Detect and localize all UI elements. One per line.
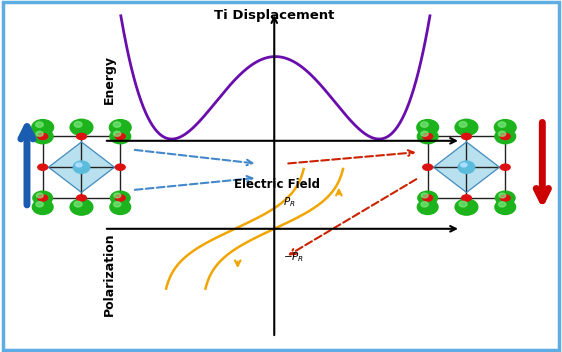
Circle shape [461,195,472,201]
Ellipse shape [33,129,53,144]
Ellipse shape [36,131,43,136]
Ellipse shape [111,191,130,205]
Ellipse shape [421,202,428,207]
Ellipse shape [32,120,53,135]
Circle shape [38,164,48,170]
Circle shape [423,195,433,201]
Circle shape [115,133,125,139]
Polygon shape [433,142,500,193]
Ellipse shape [114,193,121,198]
Circle shape [423,133,433,139]
Ellipse shape [33,200,53,214]
Ellipse shape [455,199,478,215]
Circle shape [500,164,510,170]
Ellipse shape [114,202,121,207]
Ellipse shape [459,122,467,127]
Polygon shape [48,142,115,193]
Ellipse shape [113,122,121,127]
Ellipse shape [110,120,131,135]
Ellipse shape [455,119,478,136]
Ellipse shape [458,161,475,173]
Ellipse shape [498,202,506,207]
Ellipse shape [73,161,90,173]
Ellipse shape [498,122,506,127]
Ellipse shape [495,120,516,135]
Ellipse shape [70,199,93,215]
Ellipse shape [74,122,82,127]
Ellipse shape [110,129,130,144]
Text: Polarization: Polarization [103,233,116,316]
Text: Energy: Energy [103,55,116,104]
Ellipse shape [418,191,437,205]
Ellipse shape [418,200,438,214]
Ellipse shape [110,200,130,214]
Circle shape [115,195,125,201]
Ellipse shape [33,191,52,205]
Ellipse shape [495,129,515,144]
Ellipse shape [37,193,43,198]
Ellipse shape [114,131,121,136]
Ellipse shape [70,119,93,136]
Text: Electric Field: Electric Field [234,178,320,191]
Ellipse shape [420,122,428,127]
Ellipse shape [498,131,506,136]
Ellipse shape [76,163,82,167]
Ellipse shape [495,200,515,214]
Circle shape [461,133,472,139]
Text: $-P_R$: $-P_R$ [283,250,304,264]
Text: $P_R$: $P_R$ [283,195,295,209]
Circle shape [423,164,433,170]
Ellipse shape [36,202,43,207]
Ellipse shape [418,129,438,144]
Ellipse shape [422,193,428,198]
Circle shape [38,133,48,139]
Ellipse shape [417,120,438,135]
Ellipse shape [499,193,506,198]
Circle shape [76,133,87,139]
Ellipse shape [461,163,467,167]
Circle shape [76,195,87,201]
Circle shape [500,133,510,139]
Circle shape [115,164,125,170]
Ellipse shape [459,201,467,207]
Circle shape [500,195,510,201]
Ellipse shape [74,201,82,207]
Ellipse shape [496,191,515,205]
Circle shape [38,195,48,201]
Ellipse shape [35,122,43,127]
Text: Ti Displacement: Ti Displacement [214,9,334,22]
Ellipse shape [421,131,428,136]
